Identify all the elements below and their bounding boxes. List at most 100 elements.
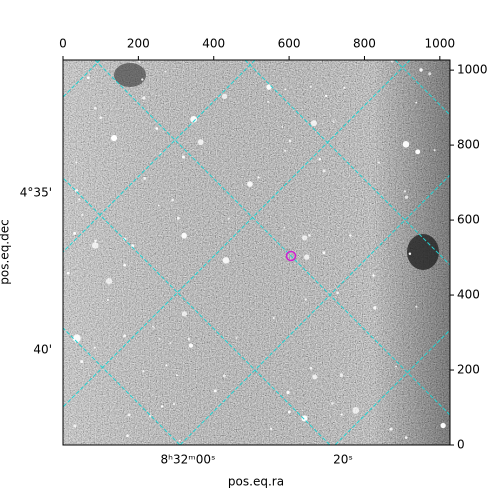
star bbox=[390, 60, 394, 63]
star bbox=[221, 93, 228, 100]
x-tick-label: 800 bbox=[353, 37, 376, 51]
ra-tick-label: 8ʰ32ᵐ00ˢ bbox=[161, 453, 216, 467]
x-tick-label: 1000 bbox=[425, 37, 456, 51]
ra-tick-label: 20ˢ bbox=[333, 453, 353, 467]
star bbox=[309, 85, 312, 88]
star bbox=[142, 370, 145, 373]
star bbox=[187, 337, 191, 341]
dec-tick-label: 40' bbox=[33, 343, 52, 357]
star bbox=[188, 343, 194, 348]
star bbox=[197, 139, 204, 145]
marker bbox=[285, 250, 297, 262]
star bbox=[415, 305, 418, 308]
star bbox=[153, 326, 155, 329]
star bbox=[138, 60, 141, 63]
star bbox=[158, 337, 161, 340]
star bbox=[86, 76, 90, 80]
star bbox=[164, 70, 167, 73]
grid-line bbox=[244, 60, 450, 266]
star bbox=[402, 140, 410, 148]
star bbox=[171, 198, 174, 202]
x-tick-label: 400 bbox=[202, 37, 225, 51]
star bbox=[331, 402, 334, 405]
star bbox=[286, 390, 290, 395]
star bbox=[340, 413, 343, 416]
y-tick-label: 1000 bbox=[457, 63, 488, 77]
x-axis-label: pos.eq.ra bbox=[228, 475, 284, 489]
star bbox=[93, 346, 96, 349]
star bbox=[176, 374, 179, 377]
grid-line bbox=[63, 60, 256, 253]
star bbox=[176, 216, 180, 220]
star bbox=[404, 436, 408, 439]
star bbox=[93, 106, 97, 110]
star bbox=[284, 149, 287, 152]
star bbox=[141, 78, 144, 81]
star bbox=[287, 410, 291, 414]
star bbox=[408, 252, 412, 256]
star bbox=[343, 86, 346, 89]
star bbox=[73, 424, 77, 428]
star bbox=[283, 226, 286, 229]
star bbox=[284, 88, 287, 91]
star bbox=[272, 317, 275, 319]
y-tick-label: 0 bbox=[457, 438, 465, 452]
star bbox=[372, 274, 375, 277]
star bbox=[304, 298, 307, 301]
star bbox=[190, 116, 197, 123]
star bbox=[312, 374, 318, 380]
star bbox=[404, 195, 409, 199]
star bbox=[123, 334, 127, 338]
star bbox=[94, 239, 97, 243]
star bbox=[352, 407, 360, 414]
star bbox=[415, 101, 418, 104]
star bbox=[78, 198, 81, 201]
star bbox=[269, 427, 273, 430]
star bbox=[389, 427, 393, 431]
star bbox=[105, 277, 113, 285]
star bbox=[281, 126, 284, 128]
star bbox=[99, 116, 103, 119]
star bbox=[304, 254, 310, 260]
star bbox=[143, 176, 147, 180]
star bbox=[66, 271, 70, 275]
star bbox=[73, 231, 77, 235]
star bbox=[181, 155, 185, 159]
star bbox=[80, 360, 84, 363]
star bbox=[127, 413, 131, 417]
star bbox=[148, 414, 152, 418]
grid-line bbox=[63, 177, 331, 445]
star bbox=[339, 373, 343, 377]
star bbox=[152, 325, 154, 328]
star bbox=[74, 189, 79, 193]
star bbox=[110, 134, 118, 142]
star bbox=[213, 389, 217, 393]
star bbox=[440, 422, 446, 429]
star bbox=[336, 291, 339, 295]
y-tick-label: 400 bbox=[457, 288, 480, 302]
star bbox=[157, 204, 160, 207]
y-axis-label: pos.eq.dec bbox=[0, 219, 12, 284]
dark-blob bbox=[407, 234, 439, 270]
star bbox=[169, 342, 172, 345]
star bbox=[155, 127, 159, 130]
star bbox=[181, 311, 188, 317]
sky-image bbox=[63, 60, 450, 445]
star bbox=[126, 434, 129, 438]
star bbox=[123, 263, 126, 267]
grid-line bbox=[63, 60, 411, 408]
star bbox=[318, 158, 322, 161]
image-shade bbox=[63, 60, 450, 445]
star bbox=[222, 257, 230, 264]
star bbox=[433, 149, 436, 152]
star bbox=[301, 415, 308, 422]
star bbox=[322, 169, 326, 173]
star bbox=[309, 366, 313, 370]
star bbox=[419, 68, 423, 72]
grid-line bbox=[63, 327, 181, 445]
star bbox=[235, 336, 238, 339]
star bbox=[165, 364, 168, 367]
star bbox=[222, 374, 226, 378]
star bbox=[301, 235, 308, 241]
